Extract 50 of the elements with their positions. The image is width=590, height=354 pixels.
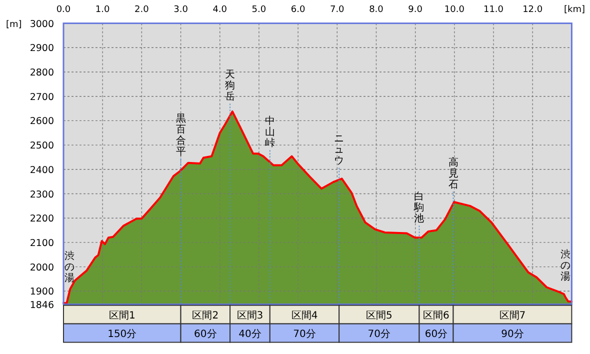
y-axis-title: [m]	[6, 20, 22, 30]
ref-line-label: 高見石	[448, 156, 458, 191]
x-tick-label: 3.0	[174, 5, 188, 15]
x-tick-label: 0.0	[56, 5, 71, 15]
text: 60分	[194, 328, 217, 340]
x-tick-label: 4.0	[212, 5, 228, 15]
text: 区間6	[423, 310, 450, 322]
ref-line-label: 黒百合平	[176, 113, 186, 158]
y-tick-label: 2700	[30, 92, 54, 103]
text: 区間4	[291, 310, 318, 322]
annotation: 渋の湯	[560, 248, 571, 283]
text: 区間2	[192, 310, 219, 322]
x-tick-label: 2.0	[134, 5, 150, 15]
y-tick-label: 2900	[30, 43, 54, 54]
text: 区間1	[108, 310, 136, 322]
x-tick-label: 11.0	[483, 5, 504, 15]
text: 区間7	[499, 310, 526, 322]
x-tick-label: 10.0	[444, 5, 465, 15]
text: 区間3	[236, 310, 264, 322]
y-tick-label: 2200	[30, 214, 54, 225]
y-tick-label: 2600	[30, 116, 54, 128]
y-tick-label: 2300	[30, 189, 54, 200]
y-tick-label: 1846	[30, 300, 54, 311]
x-tick-label: 9.0	[408, 5, 423, 15]
text: 150分	[108, 328, 137, 340]
y-tick-label: 3000	[30, 18, 54, 30]
text: 70分	[293, 328, 316, 340]
ref-line-label: 中山峠	[264, 115, 275, 150]
y-tick-label: 2100	[30, 238, 54, 249]
x-tick-label: 8.0	[369, 5, 384, 15]
x-axis-title: [km]	[564, 5, 585, 15]
ref-line-label: 白駒池	[413, 190, 424, 225]
text: 90分	[501, 328, 524, 340]
text: 60分	[424, 328, 448, 340]
x-tick-label: 7.0	[330, 5, 345, 15]
ref-line-label: ニュウ	[334, 134, 344, 167]
y-tick-label: 2500	[30, 140, 54, 152]
x-tick-label: 12.0	[522, 5, 543, 15]
y-tick-label: 2800	[30, 68, 54, 78]
x-tick-label: 1.0	[95, 5, 110, 15]
text: 区間5	[366, 310, 392, 322]
annotation: 渋の湯	[64, 250, 74, 284]
x-tick-label: 6.0	[290, 5, 306, 15]
ref-line-label: 天狗岳	[225, 70, 236, 103]
x-tick-label: 5.0	[252, 5, 266, 15]
y-tick-label: 1900	[30, 286, 54, 298]
y-tick-label: 2000	[30, 262, 54, 274]
y-tick-label: 2400	[30, 164, 54, 176]
text: 40分	[238, 328, 262, 340]
text: 70分	[368, 328, 391, 340]
